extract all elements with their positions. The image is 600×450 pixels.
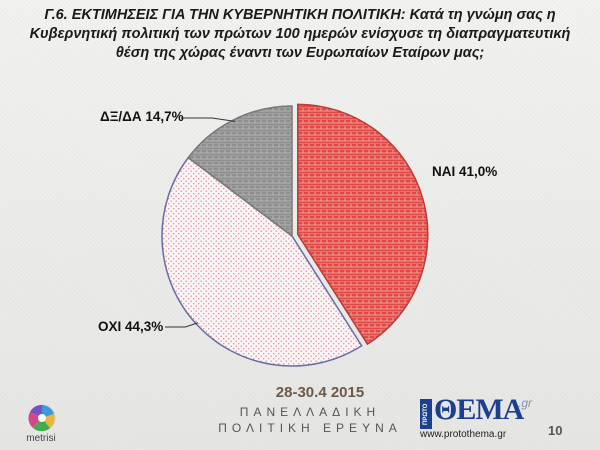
- data-label-nai: ΝΑΙ 41,0%: [432, 164, 497, 179]
- chart-title: Γ.6. ΕΚΤΙΜΗΣΕΙΣ ΓΙΑ ΤΗΝ ΚΥΒΕΡΝΗΤΙΚΗ ΠΟΛΙ…: [10, 6, 590, 63]
- protothema-url: www.protothema.gr: [420, 429, 507, 440]
- metrisi-logo-text: metrisi: [26, 433, 56, 444]
- pie-slice-dxda: [187, 105, 293, 238]
- metrisi-logo-icon: [28, 404, 56, 432]
- survey-date: 28-30.4 2015: [275, 384, 365, 401]
- title-line-3: θέση της χώρας έναντι των Ευρωπαίων Εταί…: [115, 45, 485, 61]
- data-label-dxda: ΔΞ/ΔΑ 14,7%: [100, 109, 184, 124]
- leader-line-dxda: [181, 117, 236, 122]
- data-label-oxi: ΟΧΙ 44,3%: [98, 319, 163, 334]
- protothema-logo-side: ΠΡΩΤΟ: [420, 399, 432, 429]
- survey-subtitle-2: ΠΟΛΙΤΙΚΗ ΕΡΕΥΝΑ: [218, 421, 402, 435]
- pie-slice-oxi: [161, 156, 363, 367]
- protothema-logo-suffix: .gr: [518, 396, 533, 410]
- page-number: 10: [548, 423, 563, 438]
- protothema-logo-text: ΘΕΜΑ: [434, 393, 524, 426]
- pie-slice-nai: [297, 103, 429, 346]
- title-line-1: Γ.6. ΕΚΤΙΜΗΣΕΙΣ ΓΙΑ ΤΗΝ ΚΥΒΕΡΝΗΤΙΚΗ ΠΟΛΙ…: [44, 7, 556, 23]
- survey-subtitle-1: ΠΑΝΕΛΛΑΔΙΚΗ: [239, 405, 381, 419]
- title-line-2: Κυβερνητική πολιτική των πρώτων 100 ημερ…: [29, 26, 571, 42]
- leader-line-oxi: [165, 322, 199, 328]
